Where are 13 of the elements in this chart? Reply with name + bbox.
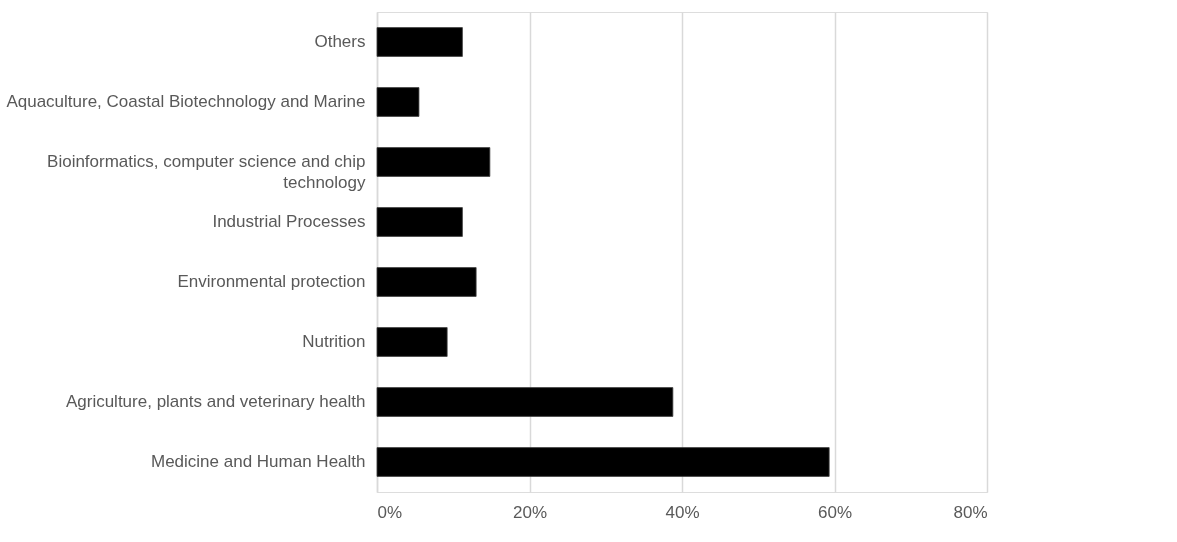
x-tick-label: 60% (817, 502, 853, 522)
y-tick-label: Bioinformatics, computer science and chip technology (47, 152, 366, 192)
y-tick-label: Environmental protection (177, 272, 366, 291)
y-tick-label: Others (314, 32, 366, 51)
x-tick-label: 40% (665, 502, 700, 522)
y-tick-label: Industrial Processes (212, 212, 366, 231)
x-tick-label: 20% (512, 502, 548, 522)
x-tick-label: 80% (953, 502, 988, 522)
y-tick-label: Agriculture, plants and veterinary health (65, 392, 366, 411)
y-tick-label: Medicine and Human Health (150, 452, 366, 471)
y-tick-label: Nutrition (302, 332, 366, 351)
x-tick-label: 0% (377, 502, 403, 522)
y-tick-label: Aquaculture, Coastal Biotechnology and Marine (6, 92, 366, 111)
